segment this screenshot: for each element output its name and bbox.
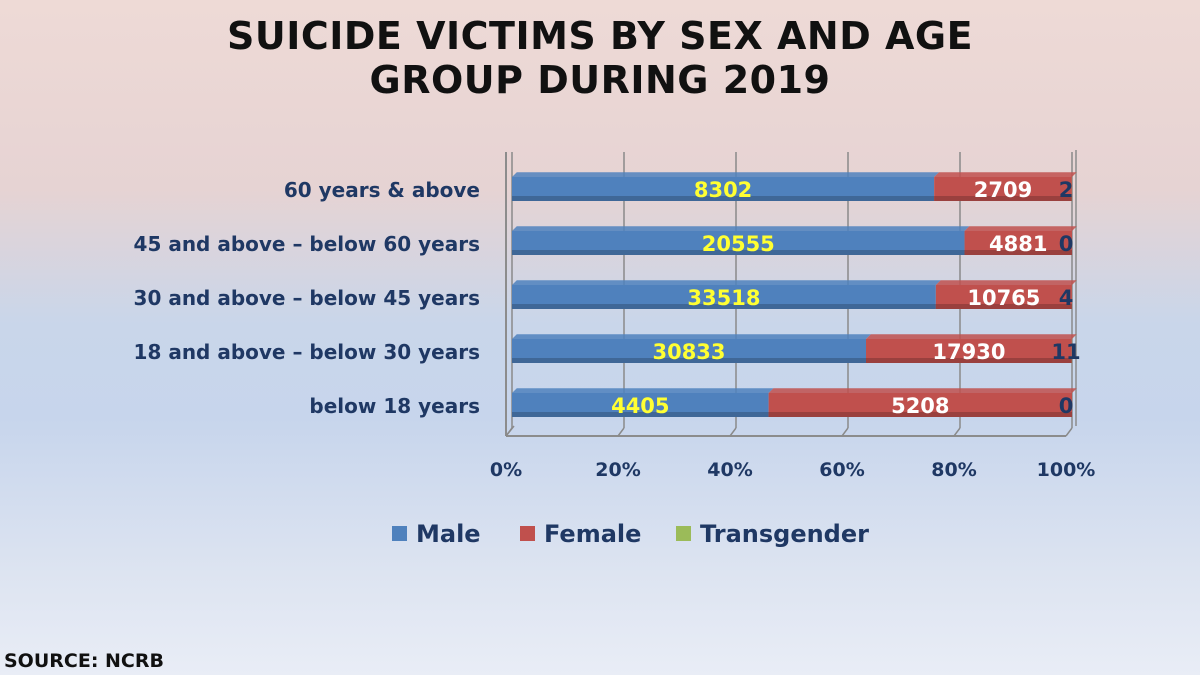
x-tick-label-100: 100% [1037,459,1096,481]
bar-male-18-and-above-below-30-years-top [512,334,871,339]
data-label-male-45-and-above-below-60-years: 20555 [702,232,775,256]
x-tick-label-60: 60% [819,459,864,481]
chart-title: SUICIDE VICTIMS BY SEX AND AGE GROUP DUR… [0,14,1200,102]
bar-male-30-and-above-below-45-years-top [512,280,941,285]
chart-frame [505,150,1077,437]
chart-title-line-1: SUICIDE VICTIMS BY SEX AND AGE [226,14,974,58]
data-label-female-below-18-years: 5208 [891,394,949,418]
bar-male-45-and-above-below-60-years-shade [512,250,965,255]
x-tick-label-80: 80% [931,459,976,481]
gridline-depth-100 [1065,427,1073,437]
data-label-transgender-45-and-above-below-60-years: 0 [1059,232,1074,256]
chart-title-line-2: GROUP DURING 2019 [369,58,831,102]
data-label-transgender-18-and-above-below-30-years: 11 [1051,340,1080,364]
data-label-female-60-years-above: 2709 [974,178,1032,202]
category-label-30-and-above-below-45-years: 30 and above – below 45 years [134,286,480,310]
x-tick-label-20: 20% [595,459,640,481]
chart-bars: 8302 2709 2 20555 4881 0 33518 10765 4 30833 17930… [512,172,1081,418]
bar-female-60-years-above-top [934,172,1077,177]
source-credit: SOURCE: NCRB [4,650,164,672]
category-label-45-and-above-below-60-years: 45 and above – below 60 years [134,232,480,256]
bar-male-60-years-above-shade [512,196,935,201]
bar-female-18-and-above-below-30-years-shade [866,358,1072,363]
category-label-60-years-above: 60 years & above [284,178,480,202]
bar-female-30-and-above-below-45-years-shade [935,304,1072,309]
legend-swatch-female [520,526,535,541]
bar-female-45-and-above-below-60-years-shade [964,250,1072,255]
bar-female-below-18-years-shade [768,412,1072,417]
bar-female-below-18-years-top [768,388,1077,393]
bar-male-below-18-years-shade [512,412,769,417]
bar-female-18-and-above-below-30-years-top [866,334,1077,339]
bar-female-60-years-above-shade [934,196,1072,201]
gridline-depth-0 [505,427,513,437]
data-label-female-45-and-above-below-60-years: 4881 [989,232,1047,256]
category-label-18-and-above-below-30-years: 18 and above – below 30 years [134,340,480,364]
gridline-depth-40 [729,427,737,437]
bar-transgender-30-and-above-below-45-years-top [1071,280,1077,285]
x-tick-label-0: 0% [490,459,522,481]
bar-female-45-and-above-below-60-years-top [964,226,1077,231]
category-label-below-18-years: below 18 years [309,394,480,418]
data-label-male-60-years-above: 8302 [694,178,752,202]
gridline-depth-60 [841,427,849,437]
data-label-male-below-18-years: 4405 [611,394,669,418]
data-label-transgender-60-years-above: 2 [1059,178,1074,202]
bar-male-below-18-years-top [512,388,774,393]
bar-male-60-years-above-top [512,172,939,177]
x-tick-labels: 0% 20% 40% 60% 80% 100% [490,459,1095,481]
bar-male-18-and-above-below-30-years-shade [512,358,867,363]
legend-swatch-transgender [676,526,691,541]
data-label-male-30-and-above-below-45-years: 33518 [687,286,760,310]
gridline-depth-80 [953,427,961,437]
legend-label-female: Female [544,520,641,548]
chart-legend: Male Female Transgender [392,520,869,548]
bar-female-30-and-above-below-45-years-top [935,280,1077,285]
data-label-female-18-and-above-below-30-years: 17930 [932,340,1005,364]
bar-transgender-60-years-above-top [1071,172,1077,177]
data-label-male-18-and-above-below-30-years: 30833 [652,340,725,364]
bar-male-30-and-above-below-45-years-shade [512,304,936,309]
category-labels: 60 years & above 45 and above – below 60 … [134,178,480,418]
data-label-female-30-and-above-below-45-years: 10765 [967,286,1040,310]
data-label-transgender-below-18-years: 0 [1059,394,1074,418]
bar-male-45-and-above-below-60-years-top [512,226,970,231]
legend-swatch-male [392,526,407,541]
x-tick-label-40: 40% [707,459,752,481]
gridline-depth-20 [617,427,625,437]
legend-label-transgender: Transgender [700,520,869,548]
bar-transgender-18-and-above-below-30-years-top [1071,334,1077,339]
data-label-transgender-30-and-above-below-45-years: 4 [1059,286,1074,310]
legend-label-male: Male [416,520,481,548]
